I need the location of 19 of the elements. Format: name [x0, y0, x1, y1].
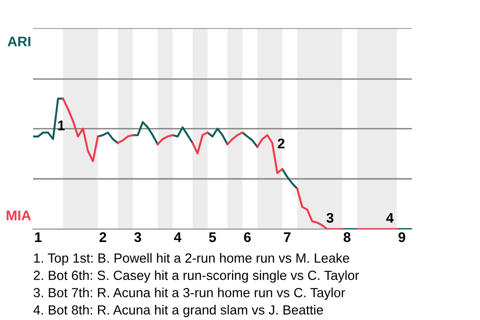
x-tick-label: 4 — [174, 232, 182, 242]
x-tick-label: 3 — [134, 232, 142, 242]
annotation: 1 — [58, 120, 65, 130]
text: 2. Bot 6th: S. Casey hit a run-scoring single vs C. Taylor — [34, 270, 359, 283]
text: ARI — [8, 36, 30, 46]
text: 3. Bot 7th: R. Acuna hit a 3-run home run vs C. Taylor — [34, 288, 346, 300]
x-tick-label: 1 — [35, 232, 42, 242]
annotation: 3 — [326, 212, 334, 223]
text: MIA — [6, 210, 31, 220]
x-tick-label: 2 — [100, 232, 106, 242]
x-tick-label: 7 — [284, 232, 291, 242]
text: 1. Top 1st: B. Powell hit a 2-run home run vs M. Leake — [34, 253, 350, 266]
annotation: 2 — [278, 138, 284, 148]
x-tick-label: 8 — [344, 232, 350, 242]
x-tick-label: 9 — [398, 232, 406, 242]
x-tick-label: 6 — [244, 232, 251, 242]
annotation: 4 — [386, 213, 394, 223]
text: 4. Bot 8th: R. Acuna hit a grand slam vs J. Beattie — [33, 304, 323, 318]
x-tick-label: 5 — [209, 232, 216, 242]
